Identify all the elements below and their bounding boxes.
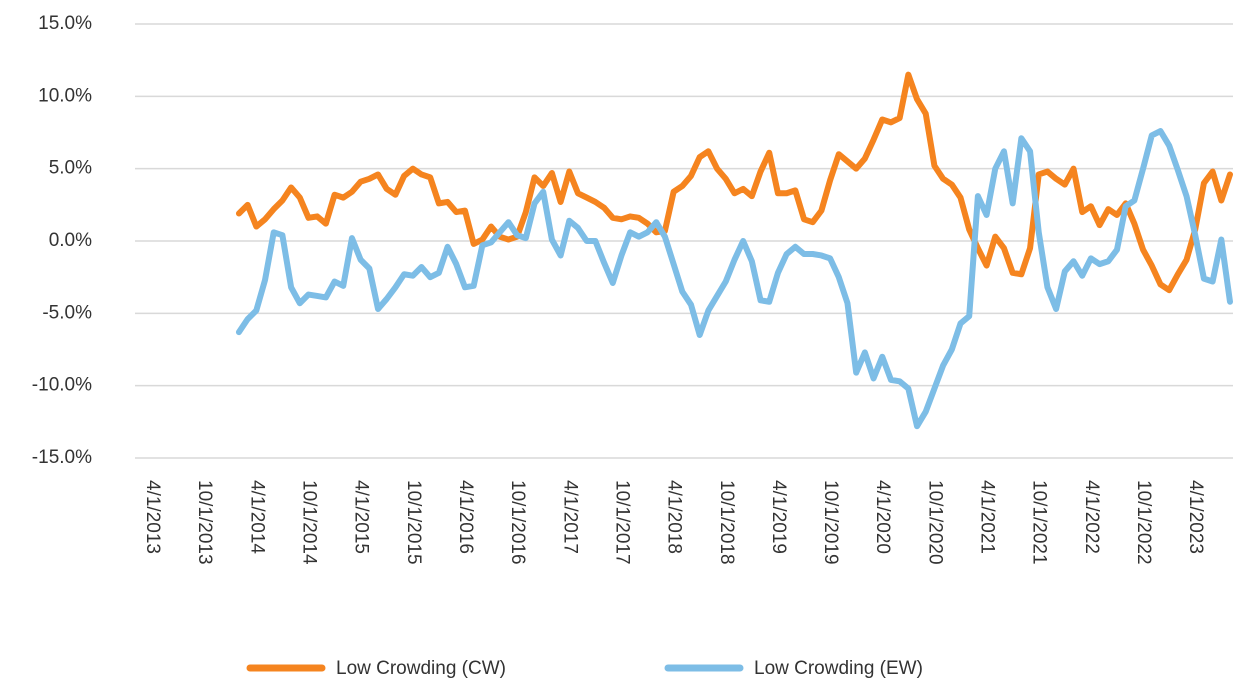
y-tick-label: 10.0% [38,85,92,106]
x-tick-label: 4/1/2022 [1081,480,1102,554]
x-tick-label: 4/1/2019 [768,480,789,554]
y-tick-label: -5.0% [42,302,92,323]
x-tick-label: 4/1/2020 [872,480,893,554]
data-line [235,71,1233,294]
x-tick-label: 4/1/2013 [142,480,163,554]
y-tick-label: 5.0% [49,158,92,179]
x-tick-label: 10/1/2018 [716,480,737,565]
legend-label: Low Crowding (CW) [336,658,506,679]
y-tick-label: -15.0% [32,447,92,468]
y-tick-label: 15.0% [38,13,92,34]
x-tick-label: 10/1/2020 [924,480,945,565]
x-tick-label: 4/1/2018 [664,480,685,554]
x-tick-label: 10/1/2015 [403,480,424,565]
x-tick-label: 4/1/2021 [977,480,998,554]
x-tick-label: 4/1/2023 [1185,480,1206,554]
y-tick-label: -10.0% [32,375,92,396]
y-tick-label: 0.0% [49,230,92,251]
x-tick-label: 10/1/2019 [820,480,841,565]
x-tick-label: 4/1/2014 [246,480,267,554]
legend-label: Low Crowding (EW) [754,658,923,679]
x-tick-label: 10/1/2013 [194,480,215,565]
x-tick-label: 4/1/2015 [351,480,372,554]
x-tick-label: 10/1/2014 [298,480,319,565]
x-tick-label: 10/1/2017 [611,480,632,565]
x-tick-label: 4/1/2017 [559,480,580,554]
x-tick-label: 10/1/2022 [1133,480,1154,565]
legend-item: Low Crowding (EW) [664,658,923,679]
x-tick-label: 4/1/2016 [455,480,476,554]
legend-item: Low Crowding (CW) [246,658,506,679]
x-tick-label: 10/1/2016 [507,480,528,565]
x-tick-label: 10/1/2021 [1029,480,1050,565]
data-line [235,128,1233,430]
